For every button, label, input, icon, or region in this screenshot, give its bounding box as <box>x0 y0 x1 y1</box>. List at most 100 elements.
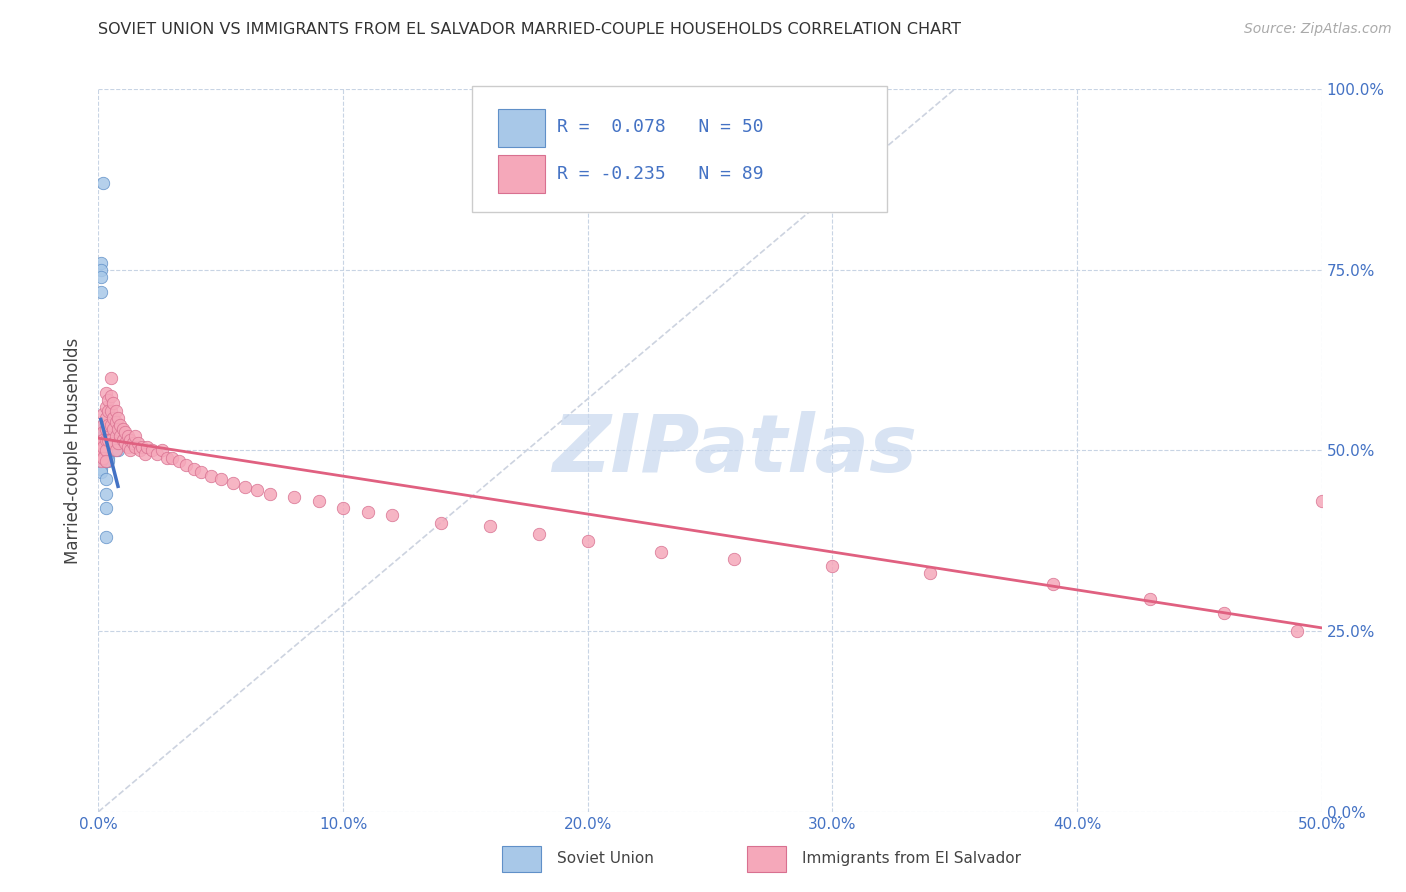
Point <box>94 447 117 461</box>
Point <box>259 487 281 501</box>
Point <box>176 458 198 472</box>
Point <box>478 519 501 533</box>
Point <box>90 436 112 450</box>
Point <box>91 447 114 461</box>
Point <box>114 425 136 440</box>
Point <box>111 433 134 447</box>
Point <box>91 429 114 443</box>
Point <box>134 447 156 461</box>
Point <box>97 436 120 450</box>
Point <box>97 392 120 407</box>
Point <box>576 533 599 548</box>
Point <box>332 501 354 516</box>
Point <box>246 483 269 498</box>
Point <box>527 526 550 541</box>
Point <box>100 433 122 447</box>
Point <box>233 479 256 493</box>
Point <box>97 433 120 447</box>
Point <box>100 389 122 403</box>
Point <box>97 454 120 468</box>
FancyBboxPatch shape <box>471 86 887 212</box>
Point <box>91 450 114 465</box>
Point <box>91 407 114 421</box>
Point <box>90 447 112 461</box>
Point <box>117 440 139 454</box>
Y-axis label: Married-couple Households: Married-couple Households <box>65 337 83 564</box>
Point <box>94 443 117 458</box>
Point <box>94 472 117 486</box>
Point <box>101 422 124 436</box>
Point <box>120 433 142 447</box>
Point <box>90 443 112 458</box>
Point <box>129 443 152 458</box>
Point <box>97 450 120 465</box>
Point <box>90 436 112 450</box>
Point <box>90 443 112 458</box>
Point <box>94 530 117 544</box>
Point <box>91 443 114 458</box>
Point <box>167 454 190 468</box>
Point <box>1310 494 1333 508</box>
Bar <box>498 110 546 147</box>
Point <box>90 454 112 468</box>
Bar <box>498 155 546 193</box>
Point <box>91 443 114 458</box>
Point <box>920 566 942 581</box>
Point <box>94 400 117 414</box>
Point <box>91 433 114 447</box>
Point <box>104 415 127 429</box>
Point <box>107 436 129 450</box>
Point <box>94 436 117 450</box>
Text: SOVIET UNION VS IMMIGRANTS FROM EL SALVADOR MARRIED-COUPLE HOUSEHOLDS CORRELATIO: SOVIET UNION VS IMMIGRANTS FROM EL SALVA… <box>98 22 962 37</box>
Point <box>94 454 117 468</box>
Point <box>90 422 112 436</box>
Point <box>104 429 127 443</box>
Point <box>90 440 112 454</box>
Point <box>136 440 159 454</box>
Point <box>90 429 112 443</box>
Point <box>90 454 112 468</box>
Point <box>150 443 173 458</box>
Point <box>101 411 124 425</box>
Point <box>94 411 117 425</box>
Point <box>183 461 205 475</box>
Point <box>127 436 149 450</box>
Point <box>94 433 117 447</box>
Point <box>100 443 122 458</box>
Point <box>90 443 112 458</box>
Text: R =  0.078   N = 50: R = 0.078 N = 50 <box>557 119 763 136</box>
Point <box>146 447 169 461</box>
Point <box>200 468 222 483</box>
Point <box>101 396 124 410</box>
Point <box>111 422 134 436</box>
Point <box>97 418 120 433</box>
Text: ZIPatlas: ZIPatlas <box>553 411 917 490</box>
Point <box>100 418 122 433</box>
Point <box>91 433 114 447</box>
Point <box>121 436 143 450</box>
Point <box>91 440 114 454</box>
Point <box>91 440 114 454</box>
Point <box>381 508 404 523</box>
Point <box>94 454 117 468</box>
Point <box>90 285 112 299</box>
Point <box>190 465 212 479</box>
Point <box>1286 624 1309 639</box>
Point <box>90 433 112 447</box>
Point <box>94 422 117 436</box>
Point <box>91 425 114 440</box>
Point <box>94 429 117 443</box>
Point <box>156 450 179 465</box>
Point <box>1212 606 1234 620</box>
Point <box>90 255 112 269</box>
Point <box>91 176 114 190</box>
Point <box>141 443 163 458</box>
Point <box>91 422 114 436</box>
Point <box>100 429 122 443</box>
Point <box>94 501 117 516</box>
Point <box>117 429 139 443</box>
Point <box>1042 577 1064 591</box>
Bar <box>502 847 541 871</box>
Point <box>94 433 117 447</box>
Point <box>94 487 117 501</box>
